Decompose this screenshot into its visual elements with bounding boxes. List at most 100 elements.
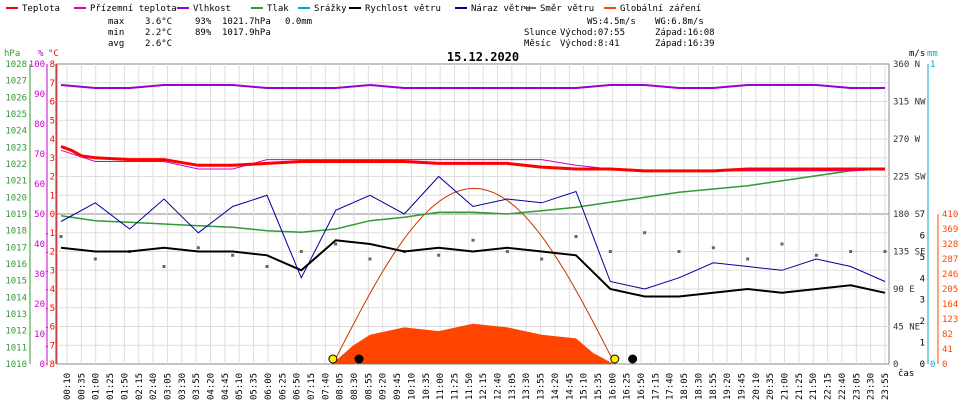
- x-tick: 01:00: [92, 373, 102, 400]
- x-tick: 03:55: [192, 373, 202, 400]
- wind-direction-point: [437, 253, 441, 257]
- percent-tick: 20: [34, 300, 45, 310]
- direction-tick: 360 N: [893, 60, 920, 70]
- x-tick: 21:50: [809, 373, 819, 400]
- celsius-tick: -2: [44, 248, 55, 258]
- wind-direction-point: [608, 250, 612, 253]
- x-tick: 08:05: [336, 373, 346, 400]
- x-tick: 11:25: [450, 373, 460, 400]
- stats-panel: max 3.6°C 93% 1021.7hPa 0.0mm min 2.2°C …: [108, 17, 312, 49]
- pressure-line: [60, 168, 886, 234]
- info-ws: WS:4.5m/s: [587, 17, 636, 27]
- percent-tick: 60: [34, 180, 45, 190]
- radiation-area: [332, 323, 614, 364]
- wind-direction-point: [849, 250, 853, 253]
- celsius-tick: -4: [44, 285, 55, 295]
- wind-direction-point: [677, 250, 681, 253]
- celsius-tick: 8: [50, 60, 55, 70]
- percent-tick: 100: [29, 60, 45, 70]
- hpa-tick: 1015: [5, 277, 27, 287]
- x-tick: 14:45: [565, 373, 575, 400]
- celsius-tick: 2: [50, 173, 55, 183]
- info-wg: WG:6.8m/s: [655, 17, 704, 27]
- wind-direction-point: [505, 250, 509, 253]
- x-tick: 00:35: [77, 373, 87, 400]
- direction-tick: 45 NE: [893, 323, 920, 333]
- ms-unit: m/s: [909, 49, 925, 59]
- x-tick: 01:25: [106, 373, 116, 400]
- x-tick: 05:10: [235, 373, 245, 400]
- legend: Teplota Přízemní teplota Vlhkost Tlak Srážky…: [6, 4, 701, 14]
- ms-tick: 6: [920, 231, 925, 241]
- wind-direction-point: [883, 250, 887, 253]
- x-tick: 01:50: [120, 373, 130, 400]
- x-tick: 06:50: [293, 373, 303, 400]
- celsius-tick: 6: [50, 98, 55, 108]
- percent-tick: 70: [34, 150, 45, 160]
- wind-direction-point: [299, 250, 303, 253]
- info-panel: WS:4.5m/s WG:6.8m/s Slunce Východ:07:55 …: [524, 17, 715, 49]
- ms-tick: 1: [920, 339, 925, 349]
- stats-min-press: 1017.9hPa: [222, 28, 271, 38]
- radiation-tick: 328: [942, 240, 958, 250]
- x-tick: 02:40: [149, 373, 159, 400]
- x-tick: 23:05: [852, 373, 862, 400]
- x-tick: 18:05: [680, 373, 690, 400]
- celsius-tick: 0: [50, 210, 55, 220]
- hpa-tick: 1013: [5, 310, 27, 320]
- wind-direction-point: [265, 265, 269, 268]
- celsius-tick: -8: [44, 360, 55, 370]
- celsius-tick: 3: [50, 154, 55, 164]
- hpa-tick: 1012: [5, 327, 27, 337]
- x-tick: 19:45: [737, 373, 747, 400]
- celsius-unit: °C: [48, 49, 59, 59]
- x-tick: 06:25: [278, 373, 288, 400]
- ms-tick: 2: [920, 317, 925, 327]
- legend-label: Tlak: [267, 4, 289, 14]
- x-tick: 09:45: [393, 373, 403, 400]
- celsius-tick: 1: [50, 191, 55, 201]
- x-tick: 13:30: [522, 373, 532, 400]
- ground-temperature-line: [60, 149, 886, 172]
- radiation-tick: 205: [942, 285, 958, 295]
- x-tick: 07:40: [321, 373, 331, 400]
- ms-tick: 4: [920, 274, 925, 284]
- radiation-tick: 0: [942, 360, 947, 370]
- celsius-tick: -1: [44, 229, 55, 239]
- x-tick: 20:35: [766, 373, 776, 400]
- legend-label: Srážky: [314, 4, 347, 14]
- info-sunrise: Východ:07:55: [560, 28, 625, 38]
- x-tick: 18:55: [709, 373, 719, 400]
- celsius-tick: 5: [50, 116, 55, 126]
- x-tick: 02:15: [135, 373, 145, 400]
- info-moon-label: Měsíc: [524, 39, 551, 49]
- x-tick: 08:30: [350, 373, 360, 400]
- x-tick: 17:40: [666, 373, 676, 400]
- stats-max-temp: 3.6°C: [145, 17, 172, 27]
- stats-avg-label: avg: [108, 39, 124, 49]
- temperature-line: [60, 145, 885, 173]
- legend-label: Náraz větru: [471, 4, 531, 14]
- wind-direction-point: [59, 235, 63, 238]
- wind-direction-point: [368, 257, 372, 261]
- x-tick: 07:15: [307, 373, 317, 400]
- x-tick: 11:50: [465, 373, 475, 400]
- direction-tick: 135 SE: [893, 248, 926, 258]
- x-tick: 08:55: [364, 373, 374, 400]
- x-tick: 21:25: [795, 373, 805, 400]
- x-tick: 11:00: [436, 373, 446, 400]
- percent-tick: 30: [34, 270, 45, 280]
- x-tick: 22:40: [838, 373, 848, 400]
- percent-tick: 0: [40, 360, 45, 370]
- wind-direction-point: [746, 257, 750, 261]
- mm-tick: 0: [930, 360, 935, 370]
- info-sun-label: Slunce: [524, 28, 557, 38]
- x-tick: 12:15: [479, 373, 489, 400]
- radiation-tick: 123: [942, 315, 958, 325]
- legend-label: Směr větru: [540, 4, 594, 14]
- x-tick: 18:30: [694, 373, 704, 400]
- hpa-tick: 1011: [5, 343, 27, 353]
- x-tick: 16:00: [608, 373, 618, 400]
- x-tick: 09:20: [379, 373, 389, 400]
- stats-max-press: 1021.7hPa: [222, 17, 271, 27]
